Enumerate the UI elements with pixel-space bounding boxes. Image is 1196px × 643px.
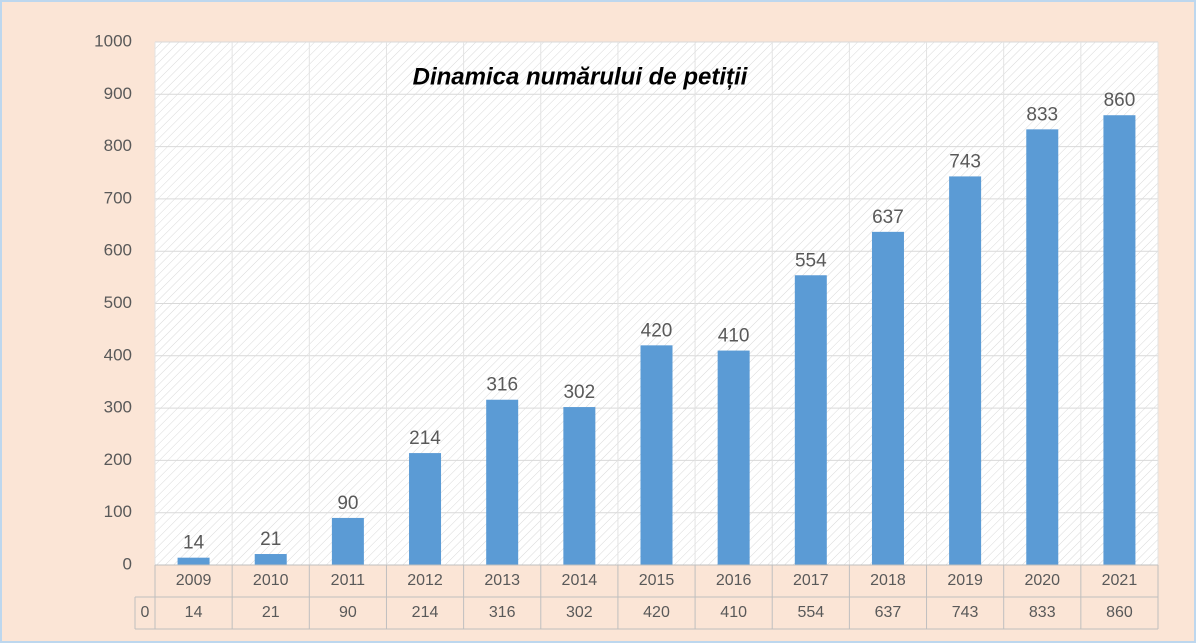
table-value: 833 <box>1029 604 1056 621</box>
bar <box>949 176 982 565</box>
table-value: 214 <box>412 604 439 621</box>
table-value: 410 <box>720 604 747 621</box>
y-tick-label: 100 <box>104 502 132 521</box>
bar <box>871 231 904 565</box>
table-value: 860 <box>1106 604 1133 621</box>
data-label: 637 <box>872 207 904 228</box>
y-tick-label: 700 <box>104 188 132 207</box>
bar <box>1026 129 1059 565</box>
x-tick-label: 2020 <box>1024 572 1060 589</box>
data-label: 410 <box>718 326 750 347</box>
x-tick-label: 2021 <box>1102 572 1138 589</box>
x-tick-label: 2016 <box>716 572 752 589</box>
table-value: 302 <box>566 604 593 621</box>
data-label: 743 <box>949 151 981 172</box>
data-label: 21 <box>260 529 281 550</box>
bar <box>1103 115 1136 565</box>
data-label: 554 <box>795 250 827 271</box>
y-tick-label: 900 <box>104 84 132 103</box>
y-tick-label: 200 <box>104 450 132 469</box>
data-label: 860 <box>1104 90 1136 111</box>
table-value: 554 <box>797 604 824 621</box>
data-label: 214 <box>409 428 441 449</box>
y-tick-label: 600 <box>104 241 132 260</box>
table-series-label: 0 <box>141 604 150 621</box>
data-label: 420 <box>641 320 673 341</box>
bar <box>717 350 750 565</box>
bar <box>794 275 827 565</box>
x-tick-label: 2011 <box>331 572 366 589</box>
bar <box>254 554 287 565</box>
x-tick-label: 2013 <box>484 572 520 589</box>
data-label: 302 <box>563 382 595 403</box>
table-value: 743 <box>952 604 979 621</box>
x-tick-label: 2014 <box>562 572 598 589</box>
bar <box>409 453 442 565</box>
y-tick-label: 0 <box>123 554 132 573</box>
x-tick-label: 2012 <box>407 572 443 589</box>
table-value: 637 <box>875 604 902 621</box>
bar <box>486 399 519 565</box>
data-label: 14 <box>183 533 205 554</box>
x-tick-label: 2019 <box>947 572 983 589</box>
table-value: 21 <box>262 604 280 621</box>
x-tick-label: 2009 <box>176 572 212 589</box>
bar <box>177 557 210 565</box>
y-tick-label: 500 <box>104 293 132 312</box>
bar <box>640 345 673 565</box>
x-tick-label: 2015 <box>639 572 675 589</box>
y-tick-label: 800 <box>104 136 132 155</box>
y-tick-label: 1000 <box>94 31 132 50</box>
x-tick-label: 2018 <box>870 572 906 589</box>
y-tick-label: 400 <box>104 345 132 364</box>
data-label: 90 <box>337 493 358 514</box>
x-tick-label: 2010 <box>253 572 289 589</box>
table-value: 420 <box>643 604 670 621</box>
bar <box>331 517 364 565</box>
x-tick-label: 2017 <box>793 572 829 589</box>
table-value: 90 <box>339 604 357 621</box>
data-label: 316 <box>486 375 518 396</box>
table-value: 316 <box>489 604 516 621</box>
table-value: 14 <box>185 604 203 621</box>
bar <box>563 407 596 565</box>
chart-title: Dinamica numărului de petiții <box>413 63 749 90</box>
data-label: 833 <box>1026 104 1058 125</box>
y-tick-label: 300 <box>104 398 132 417</box>
